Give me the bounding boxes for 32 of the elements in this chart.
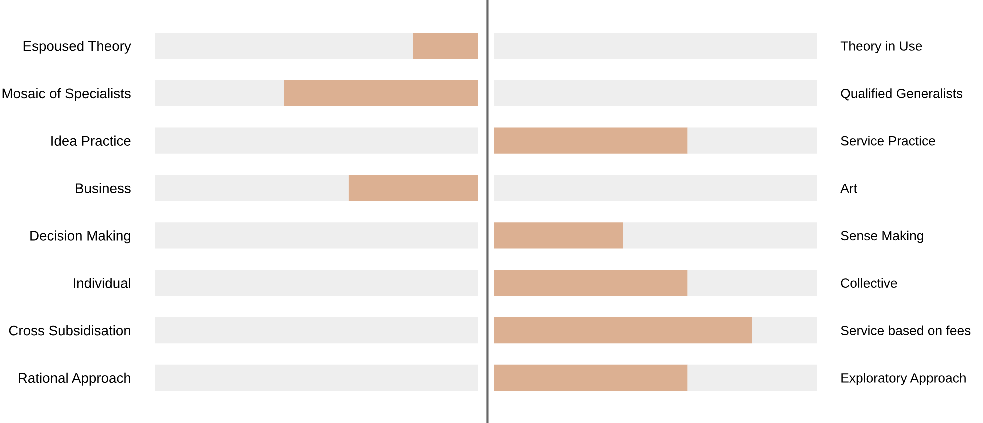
bar <box>155 32 414 60</box>
y-tick-label: Individual <box>74 278 130 288</box>
bar <box>494 317 752 344</box>
bar <box>494 222 624 249</box>
y-tick-label: Exploratory Approach <box>842 373 966 386</box>
y-tick-label: Mosaic of Specialists <box>2 88 131 102</box>
y-tick-label: Idea Practice <box>52 136 131 146</box>
y-tick-label: Cross Subsidisation <box>9 325 130 336</box>
bar <box>494 128 688 154</box>
bar <box>494 270 688 296</box>
bar <box>155 175 349 202</box>
bar <box>413 32 478 60</box>
y-tick-label: Service Practice <box>841 136 936 146</box>
bar <box>348 175 478 202</box>
bar <box>155 80 284 106</box>
y-tick-label: Business <box>76 183 131 194</box>
y-tick-label: Sense Making <box>841 230 924 244</box>
y-tick-label: Collective <box>841 278 898 288</box>
y-tick-label: Rational Approach <box>19 372 130 386</box>
bar <box>688 128 817 154</box>
bar <box>752 317 817 344</box>
y-tick-label: Art <box>840 184 858 194</box>
bar <box>494 364 688 391</box>
bar <box>688 364 817 391</box>
y-tick-label: Decision Making <box>30 230 130 244</box>
y-tick-label: Qualified Generalists <box>841 88 963 101</box>
bar <box>688 270 817 296</box>
y-tick-label: Service based on fees <box>841 326 971 336</box>
y-tick-label: Espoused Theory <box>24 40 132 54</box>
bar <box>284 80 478 106</box>
y-tick-label: Theory in Use <box>840 41 922 54</box>
bar <box>623 222 817 249</box>
